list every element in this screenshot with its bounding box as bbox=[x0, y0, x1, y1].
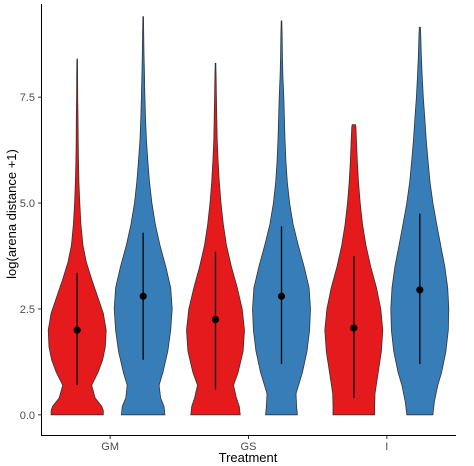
mean-point-i-blue bbox=[416, 286, 424, 294]
x-tick-label-gm: GM bbox=[101, 441, 119, 453]
y-ticks: 0.0 2.5 5.0 7.5 bbox=[20, 92, 41, 422]
violin-gm-red bbox=[47, 58, 107, 416]
mean-point-i-red bbox=[350, 324, 358, 332]
y-tick-label: 7.5 bbox=[20, 92, 35, 104]
mean-point-gs-blue bbox=[277, 292, 286, 300]
x-ticks: GM GS I bbox=[101, 436, 388, 453]
violin-gs-blue bbox=[252, 20, 311, 416]
mean-point-gm-red bbox=[73, 326, 81, 334]
violins bbox=[47, 16, 450, 416]
y-tick-label: 5.0 bbox=[20, 198, 35, 210]
mean-point-gm-blue bbox=[139, 292, 147, 300]
mean-point-gs-red bbox=[211, 315, 220, 324]
x-axis-title: Treatment bbox=[219, 450, 278, 465]
y-tick-label: 0.0 bbox=[20, 410, 35, 422]
violin-gs-red bbox=[186, 62, 245, 416]
x-tick-label-gs: GS bbox=[241, 441, 257, 453]
y-tick-label: 2.5 bbox=[20, 304, 35, 316]
violin-gm-blue bbox=[113, 16, 173, 416]
x-tick-label-i: I bbox=[385, 441, 388, 453]
summary-marks bbox=[73, 213, 424, 398]
y-axis-title: log(arena distance +1) bbox=[4, 149, 19, 279]
